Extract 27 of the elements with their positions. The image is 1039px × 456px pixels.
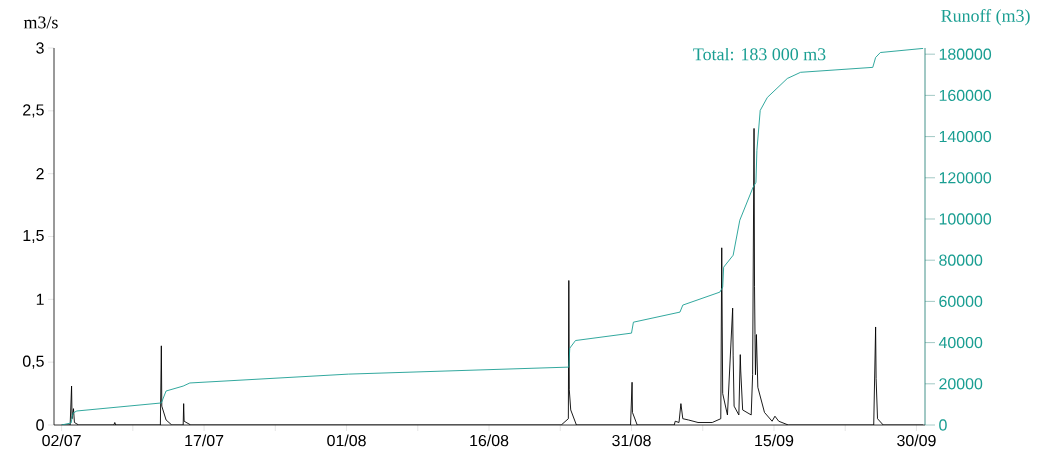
annotation: Total: 183 000 m3 xyxy=(693,47,826,61)
y2-tick-label: 180000 xyxy=(939,48,992,60)
y-tick-label: 1 xyxy=(36,293,44,305)
y2-tick-label: 60000 xyxy=(939,295,983,308)
y-tick-label: 0 xyxy=(36,419,44,431)
y-tick-label: 2,5 xyxy=(23,104,44,118)
y2-tick-label: 40000 xyxy=(938,336,983,349)
x-tick-label: 17/07 xyxy=(185,434,224,447)
y-tick-label: 2 xyxy=(36,168,44,180)
x-tick-label: 01/08 xyxy=(327,434,366,447)
y-tick-label: 3 xyxy=(36,42,44,54)
y2-tick-label: 80000 xyxy=(939,254,983,266)
y-axis-title: m3/s xyxy=(23,16,58,29)
y2-tick-label: 100000 xyxy=(939,213,992,225)
y2-tick-label: 20000 xyxy=(939,378,983,390)
x-tick-label: 02/07 xyxy=(42,434,81,447)
x-tick-label: 15/09 xyxy=(755,434,794,447)
x-tick-label: 16/08 xyxy=(470,434,509,447)
y-tick-label: 1,5 xyxy=(23,229,44,243)
y2-tick-label: 0 xyxy=(939,419,947,431)
y2-tick-label: 140000 xyxy=(939,130,992,143)
x-tick-label: 31/08 xyxy=(612,434,651,447)
y-tick-label: 0,5 xyxy=(22,355,44,369)
x-tick-label: 30/09 xyxy=(897,434,936,447)
y2-tick-label: 120000 xyxy=(939,172,992,184)
y2-axis-title: Runoff (m3) xyxy=(941,9,1030,26)
y2-tick-label: 160000 xyxy=(939,89,992,102)
